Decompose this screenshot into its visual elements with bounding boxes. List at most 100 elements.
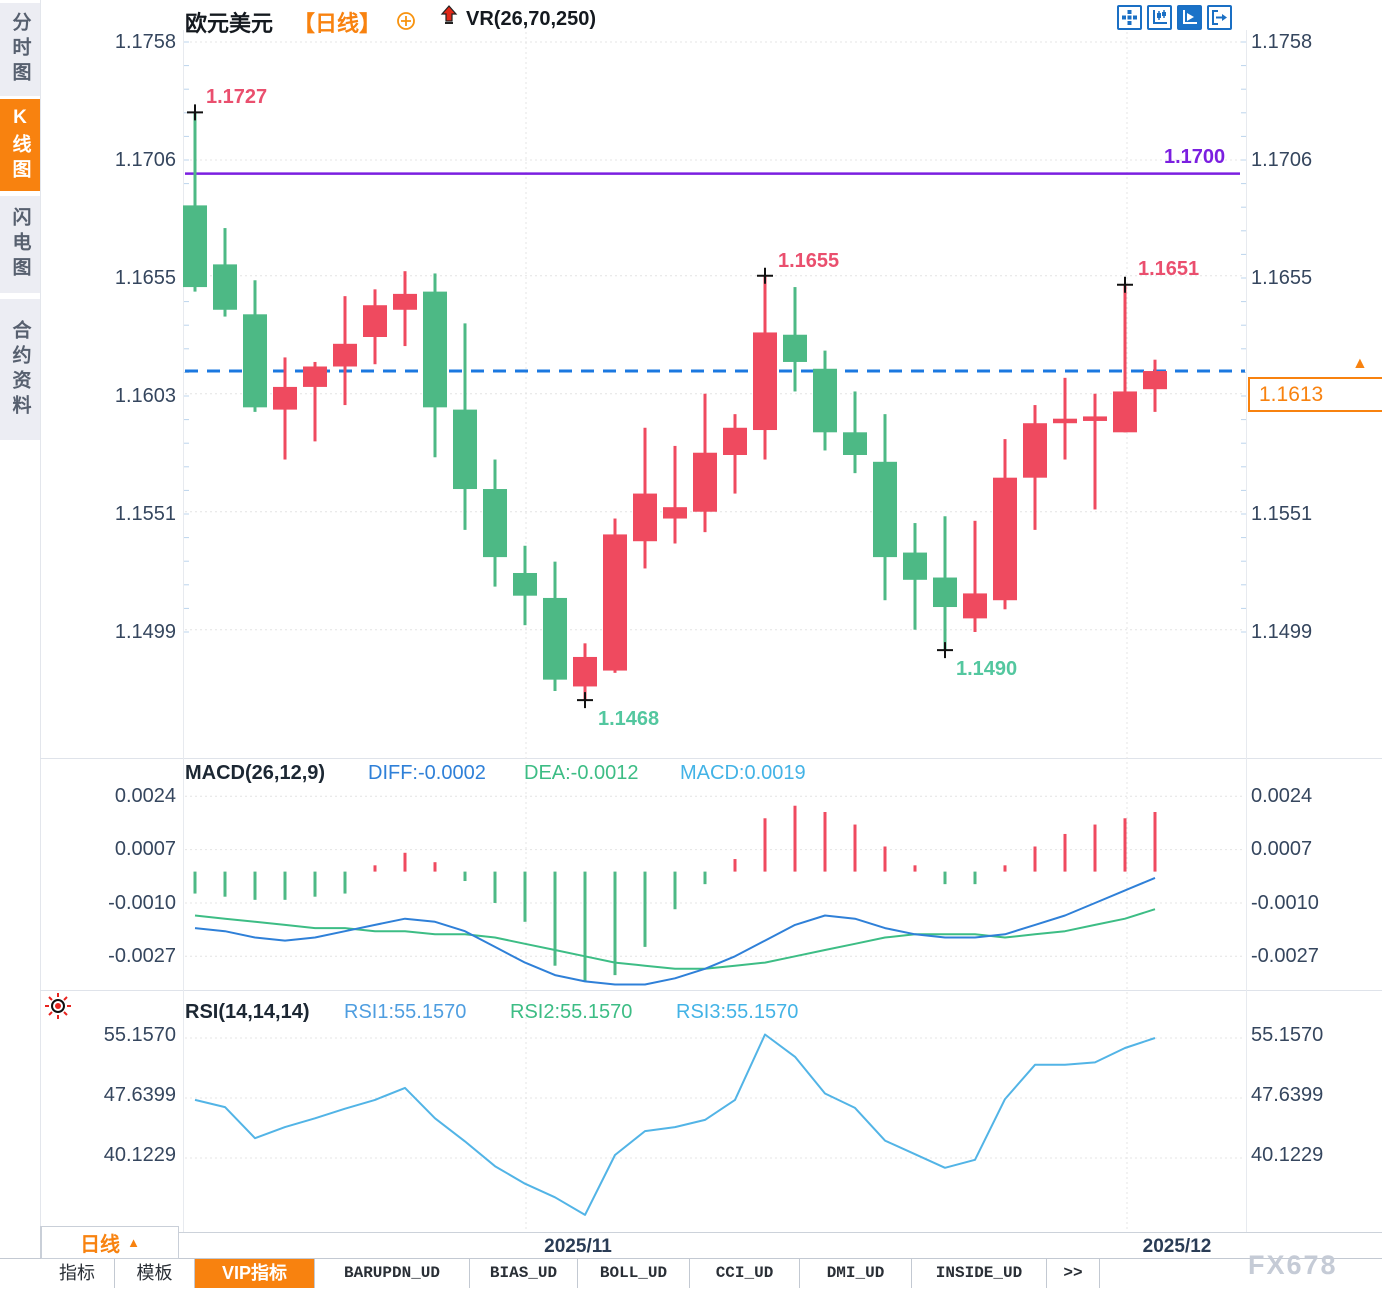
price-tick-right: 1.1655 [1251,267,1313,289]
macd-bar [313,871,317,897]
price-tick-left: 1.1655 [114,267,176,289]
macd-dea-value: DEA:-0.0012 [524,762,639,784]
sidebar-tab-flash[interactable]: 闪电图 [0,196,40,293]
macd-bar [943,871,947,885]
macd-tick-right: -0.0010 [1251,892,1319,914]
period-up-triangle-icon: ▲ [127,1235,140,1250]
axes-candle-icon[interactable] [1147,5,1172,30]
period-selector-label: 日线 [80,1234,121,1256]
rsi2-value: RSI2:55.1570 [510,1001,633,1023]
price-tick-right: 1.1499 [1251,621,1313,643]
tab-inside-ud[interactable]: INSIDE_UD [912,1259,1047,1288]
candle-body [633,493,657,542]
tab-vip-indicators[interactable]: VIP指标 [195,1259,315,1288]
dea-line [194,908,1156,970]
symbol-title: 欧元美元 [185,11,274,36]
alert-dot-icon[interactable] [44,992,72,1020]
divider [40,1226,41,1288]
candle-body [903,552,927,580]
candle-body [1113,391,1137,433]
rsi-line [194,1033,1156,1216]
price-tick-right: 1.1706 [1251,149,1313,171]
macd-bar [463,871,467,882]
price-marker-triangle-icon: ▲ [1352,355,1368,372]
overlay-indicator-label[interactable]: VR(26,70,250) [466,8,597,30]
tab-boll-ud[interactable]: BOLL_UD [578,1259,690,1288]
tab-barupdn-ud[interactable]: BARUPDN_UD [315,1259,470,1288]
candle-body [693,452,717,512]
rsi-tick-left: 40.1229 [103,1144,176,1166]
macd-bar [763,818,767,872]
rsi-indicator-name[interactable]: RSI(14,14,14) [185,1001,310,1023]
macd-bar [883,846,887,872]
candle-body [603,534,627,671]
candle-body [1143,371,1167,390]
last-price-box: 1.1613 [1248,377,1382,412]
sidebar-tab-timeline[interactable]: 分时图 [0,3,40,96]
candle-body [183,205,207,288]
macd-bar [793,805,797,872]
candle-body [303,366,327,387]
sidebar-tab-kline[interactable]: K线图 [0,99,40,191]
tab-indicators[interactable]: 指标 [40,1259,115,1288]
macd-bar [583,871,587,982]
macd-tick-left: -0.0027 [108,945,176,967]
macd-tick-left: -0.0010 [108,892,176,914]
macd-indicator-name[interactable]: MACD(26,12,9) [185,762,326,784]
watermark: FX678 [1248,1250,1338,1280]
macd-hist-value: MACD:0.0019 [680,762,806,784]
circle-plus-icon[interactable] [396,11,416,31]
tab-more[interactable]: >> [1047,1259,1100,1288]
candle-body [453,409,477,490]
candle-wick [673,445,677,544]
macd-bar [1123,818,1127,872]
sidebar-tab-contract[interactable]: 合约资料 [0,299,40,440]
macd-tick-left: 0.0024 [114,785,176,807]
annotation-high: 1.1727 [206,86,268,108]
macd-bar [523,871,527,922]
candle-body [573,656,597,687]
macd-bar [673,871,677,910]
period-selector[interactable]: 日线 ▲ [41,1226,179,1259]
exit-panel-icon[interactable] [1207,5,1232,30]
tab-dmi-ud[interactable]: DMI_UD [800,1259,912,1288]
candle-body [843,432,867,455]
rsi-series [194,1033,1156,1216]
candle-wick [973,520,977,632]
panel-separator [40,758,1382,759]
axes-play-icon[interactable] [1177,5,1202,30]
tab-bias-ud[interactable]: BIAS_UD [470,1259,578,1288]
candle-body [333,343,357,367]
tab-templates[interactable]: 模板 [115,1259,195,1288]
candle-body [1083,416,1107,421]
candle-wick [193,112,197,292]
candle-body [1053,418,1077,424]
macd-bar [253,871,257,900]
candle-body [963,593,987,619]
macd-bar [193,871,197,894]
sidebar: 分时图 K线图 闪电图 合约资料 [0,0,41,1226]
price-tick-left: 1.1499 [114,621,176,643]
macd-bar [853,824,857,872]
candle-wick [1093,393,1097,510]
candle-body [543,597,567,680]
candle-body [813,368,837,433]
price-tick-left: 1.1706 [114,149,176,171]
candle-wick [853,391,857,474]
rsi1-value: RSI1:55.1570 [344,1001,467,1023]
rsi-tick-left: 47.6399 [103,1084,176,1106]
x-axis-label-dec: 2025/12 [1142,1236,1212,1257]
move-crosshair-icon[interactable] [1117,5,1142,30]
candle-body [423,291,447,408]
macd-bar [373,865,377,872]
tab-cci-ud[interactable]: CCI_UD [690,1259,800,1288]
candle-body [1023,423,1047,478]
x-axis-label-nov: 2025/11 [544,1236,612,1257]
macd-bar [703,871,707,885]
period-tag[interactable]: 【日线】 [293,11,382,36]
macd-bar [223,871,227,897]
macd-bar [1063,833,1067,872]
candle-body [873,461,897,558]
macd-tick-left: 0.0007 [114,838,176,860]
